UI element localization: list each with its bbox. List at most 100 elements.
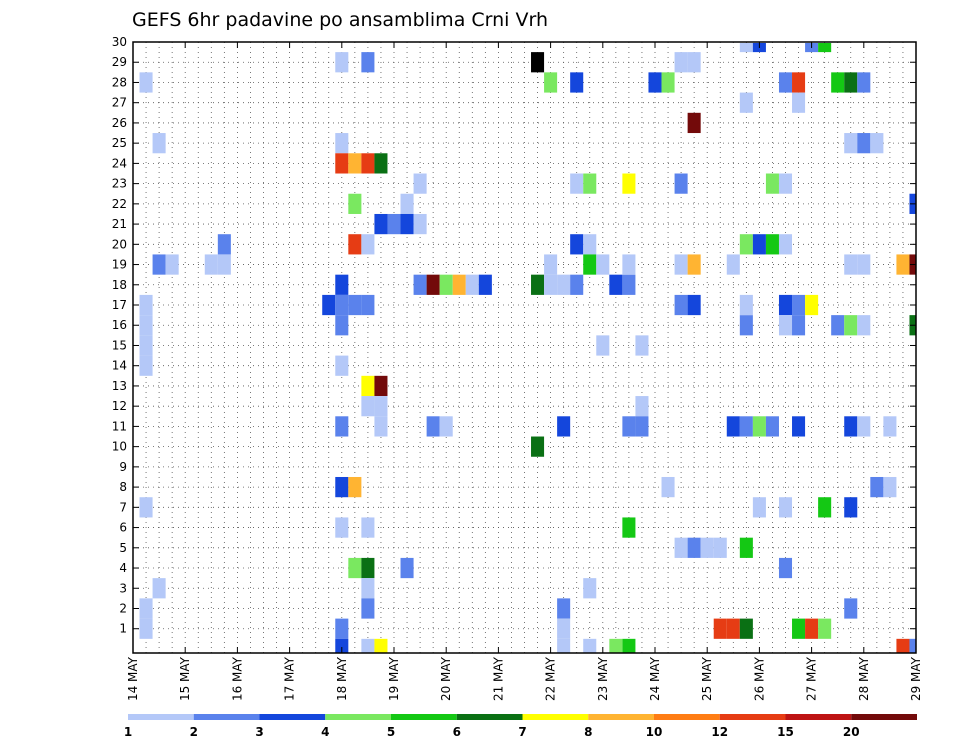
data-cell <box>674 52 688 73</box>
legend-label: 4 <box>321 725 329 739</box>
data-cell <box>374 416 388 437</box>
data-cell <box>335 618 349 639</box>
data-cell <box>152 578 166 599</box>
data-cell <box>570 234 584 255</box>
y-tick-label: 22 <box>112 197 127 211</box>
y-tick-label: 14 <box>112 359 127 373</box>
y-tick-label: 6 <box>119 521 127 535</box>
data-cell <box>805 618 819 639</box>
data-cell <box>844 254 858 275</box>
y-tick-label: 13 <box>112 379 127 393</box>
y-tick-label: 28 <box>112 75 127 89</box>
data-cell <box>792 72 806 93</box>
legend-swatch <box>259 714 326 720</box>
y-tick-label: 25 <box>112 136 127 150</box>
y-tick-label: 17 <box>112 298 127 312</box>
data-cell <box>335 52 349 73</box>
data-cell <box>739 92 753 113</box>
data-cell <box>778 315 793 336</box>
data-cell <box>792 618 806 639</box>
data-cell <box>792 92 806 113</box>
data-cell <box>844 598 858 619</box>
data-cell <box>557 618 571 639</box>
data-cell <box>335 294 349 316</box>
data-cell <box>622 416 636 437</box>
data-cell <box>857 315 871 336</box>
y-tick-label: 2 <box>119 601 127 615</box>
data-cell <box>622 274 636 295</box>
data-cell <box>739 315 753 336</box>
x-tick-label: 14 MAY <box>126 656 140 701</box>
data-cell <box>739 43 753 53</box>
y-tick-label: 16 <box>112 318 127 332</box>
legend-label: 8 <box>584 725 592 739</box>
data-cell <box>726 254 740 275</box>
data-cell <box>635 396 649 417</box>
data-cell <box>361 294 375 316</box>
data-cell <box>544 274 558 295</box>
x-tick-label: 15 MAY <box>178 656 192 701</box>
data-cell <box>765 416 779 437</box>
data-cell <box>870 133 884 154</box>
data-cell <box>426 274 440 295</box>
data-cell <box>374 396 388 417</box>
data-cell <box>361 557 375 579</box>
y-tick-label: 15 <box>112 338 127 352</box>
data-cell <box>752 234 766 255</box>
data-cell <box>348 557 362 579</box>
data-cell <box>335 517 349 538</box>
data-cell <box>857 133 871 154</box>
data-cell <box>844 72 858 93</box>
y-tick-label: 24 <box>112 156 127 170</box>
data-cell <box>844 416 858 437</box>
data-cell <box>583 173 597 194</box>
legend-label: 5 <box>387 725 395 739</box>
data-cell <box>792 315 806 336</box>
legend-label: 12 <box>711 725 728 739</box>
data-cell <box>844 497 858 518</box>
legend-swatch <box>522 714 589 720</box>
y-tick-label: 10 <box>112 440 127 454</box>
y-tick-label: 4 <box>119 561 127 575</box>
data-cell <box>348 476 362 498</box>
y-tick-label: 11 <box>112 419 127 433</box>
y-tick-label: 18 <box>112 278 127 292</box>
data-cell <box>583 638 597 653</box>
data-cell <box>374 638 388 653</box>
data-cell <box>739 294 753 316</box>
data-cell <box>739 416 753 437</box>
data-cell <box>765 234 779 255</box>
data-cell <box>400 213 414 235</box>
data-cell <box>570 173 584 194</box>
legend-label: 1 <box>124 725 132 739</box>
legend-swatch <box>325 714 391 720</box>
data-cell <box>139 355 153 376</box>
data-cell <box>752 416 766 437</box>
data-cell <box>322 294 336 316</box>
data-cell <box>778 173 793 194</box>
data-cell <box>348 234 362 255</box>
data-cell <box>831 315 845 336</box>
legend-swatch <box>193 714 260 720</box>
plot-frame <box>132 41 917 654</box>
y-tick-label: 21 <box>112 217 127 231</box>
data-cell <box>674 254 688 275</box>
data-cell <box>426 416 440 437</box>
data-cell <box>374 153 388 174</box>
data-cell <box>583 254 597 275</box>
data-cell <box>452 274 466 295</box>
data-cell <box>374 375 388 397</box>
data-cell <box>152 254 166 275</box>
data-cell <box>739 618 753 639</box>
data-cell <box>752 497 766 518</box>
data-cell <box>792 416 806 437</box>
x-tick-label: 18 MAY <box>335 656 349 701</box>
data-cell <box>139 335 153 356</box>
data-cell <box>661 476 675 498</box>
data-cell <box>204 254 218 275</box>
data-cell <box>674 537 688 558</box>
grid-lines <box>132 41 917 653</box>
data-cell <box>478 274 492 295</box>
legend-swatch <box>785 714 852 720</box>
data-cell <box>400 557 414 579</box>
